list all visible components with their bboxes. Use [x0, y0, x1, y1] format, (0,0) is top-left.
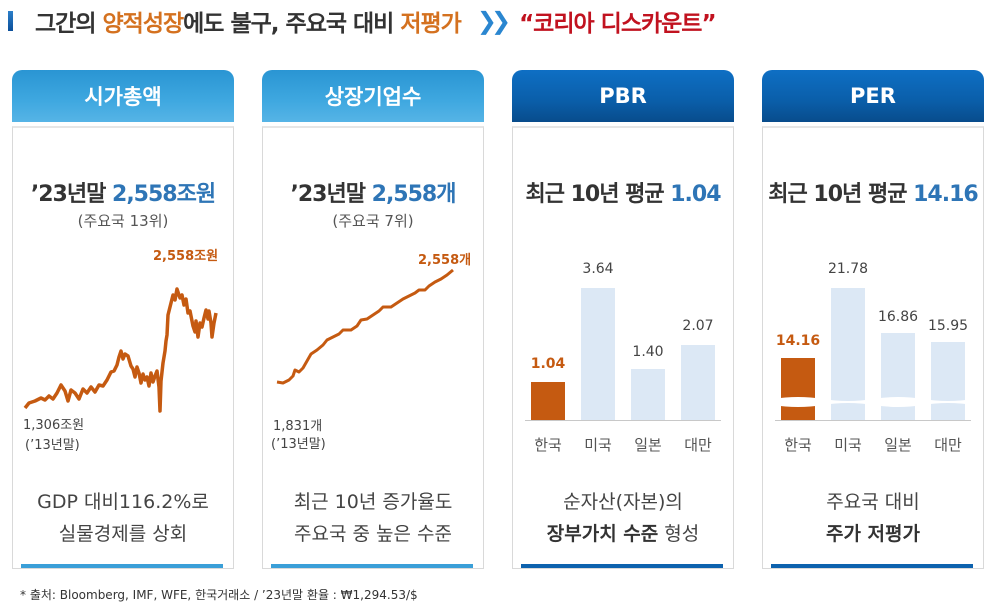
summary-line2: 주가 저평가: [763, 518, 983, 550]
pbr-bar-chart: 1.04 3.64 1.40 2.07 한국 미국 일본 대만: [523, 128, 723, 528]
card-headline: 최근 10년 평균 14.16: [763, 176, 983, 208]
source-footnote: * 출처: Bloomberg, IMF, WFE, 한국거래소 / ’23년말…: [20, 588, 418, 602]
x-axis: [775, 420, 971, 421]
summary-bold: 주가 저평가: [825, 523, 920, 545]
bar-value-taiwan: 2.07: [682, 318, 714, 334]
card-header: PBR: [512, 70, 734, 122]
bar-korea: [781, 358, 815, 420]
bar-korea: [531, 382, 565, 420]
summary-bold: 장부가치 수준: [546, 523, 659, 545]
start-period-label: (’13년말): [25, 438, 80, 453]
summary-line1: 주요국 대비: [826, 491, 920, 513]
card-market-cap: 시가총액 ’23년말 2,558조원 (주요국 13위) 2,558조원 1,3…: [12, 70, 234, 572]
card-bottom-accent: [271, 564, 473, 568]
card-headline: ’23년말 2,558개: [263, 176, 483, 208]
card-summary: 주요국 대비 주가 저평가: [763, 486, 983, 550]
summary-line2: 장부가치 수준 형성: [513, 518, 733, 550]
bar-value-japan: 16.86: [877, 309, 919, 325]
headline-prefix: 최근 10년 평균: [768, 182, 914, 207]
page-title: 그간의 양적성장에도 불구, 주요국 대비 저평가 ❯❯ “코리아 디스카운트”: [8, 4, 717, 38]
summary-line2: 주요국 중 높은 수준: [294, 523, 452, 545]
category-korea: 한국: [784, 436, 812, 454]
market-cap-line-chart: [23, 287, 218, 413]
end-value-label: 2,558조원: [153, 249, 219, 264]
headline-value: 2,558조원: [112, 182, 216, 207]
card-per: PER 최근 10년 평균 14.16 14.16 21.78 16.86 15…: [762, 70, 984, 572]
category-taiwan: 대만: [684, 436, 712, 454]
axis-break-icon: [773, 397, 973, 407]
card-listed-companies: 상장기업수 ’23년말 2,558개 (주요국 7위) 2,558개 1,831…: [262, 70, 484, 572]
card-headline: ’23년말 2,558조원: [13, 176, 233, 208]
start-period-label: (’13년말): [271, 437, 326, 452]
headline-prefix: ’23년말: [290, 182, 372, 207]
category-taiwan: 대만: [934, 436, 962, 454]
end-value-label: 2,558개: [418, 253, 472, 268]
summary-line1: 최근 10년 증가율도: [293, 491, 453, 513]
start-value-label: 1,306조원: [23, 418, 85, 433]
title-part2: 에도 불구, 주요국 대비: [183, 11, 401, 37]
category-japan: 일본: [884, 436, 912, 454]
summary-line1: 순자산(자본)의: [563, 491, 683, 513]
card-bottom-accent: [21, 564, 223, 568]
category-usa: 미국: [584, 436, 612, 454]
card-header: PER: [762, 70, 984, 122]
card-pbr: PBR 최근 10년 평균 1.04 1.04 3.64 1.40 2.07 한…: [512, 70, 734, 572]
card-header: 상장기업수: [262, 70, 484, 122]
bar-taiwan: [931, 342, 965, 420]
card-summary: GDP 대비116.2%로 실물경제를 상회: [13, 486, 233, 550]
card-subline: (주요국 13위): [77, 212, 169, 230]
x-axis: [525, 420, 721, 421]
bar-usa: [831, 288, 865, 420]
bar-value-japan: 1.40: [632, 344, 664, 360]
category-korea: 한국: [534, 436, 562, 454]
card-body: 최근 10년 평균 14.16 14.16 21.78 16.86 15.95 …: [762, 126, 984, 569]
summary-line2: 실물경제를 상회: [58, 523, 188, 545]
listed-companies-line-chart: [276, 268, 454, 385]
headline-prefix: 최근 10년 평균: [525, 182, 671, 207]
card-body: ’23년말 2,558조원 (주요국 13위) 2,558조원 1,306조원 …: [12, 126, 234, 569]
headline-value: 14.16: [913, 182, 979, 207]
summary-line1: GDP 대비116.2%로: [37, 491, 209, 513]
bar-value-korea: 1.04: [530, 356, 566, 372]
korea-discount-quote: “코리아 디스카운트”: [519, 11, 717, 37]
bar-value-usa: 21.78: [827, 261, 869, 277]
double-chevron-right-icon: ❯❯: [476, 7, 511, 35]
title-marker: [8, 11, 13, 31]
card-bottom-accent: [521, 564, 723, 568]
title-highlight-growth: 양적성장: [102, 11, 185, 37]
title-part1: 그간의: [35, 11, 103, 37]
category-usa: 미국: [834, 436, 862, 454]
bar-japan: [631, 369, 665, 420]
headline-value: 1.04: [670, 182, 721, 207]
card-bottom-accent: [771, 564, 973, 568]
headline-prefix: ’23년말: [30, 182, 113, 207]
card-body: ’23년말 2,558개 (주요국 7위) 2,558개 1,831개 (’13…: [262, 126, 484, 569]
card-header: 시가총액: [12, 70, 234, 122]
card-summary: 순자산(자본)의 장부가치 수준 형성: [513, 486, 733, 550]
start-value-label: 1,831개: [273, 419, 323, 434]
per-bar-chart: 14.16 21.78 16.86 15.95 한국 미국 일본 대만: [773, 128, 973, 528]
category-japan: 일본: [634, 436, 662, 454]
card-summary: 최근 10년 증가율도 주요국 중 높은 수준: [263, 486, 483, 550]
bar-value-usa: 3.64: [582, 261, 614, 277]
bar-taiwan: [681, 345, 715, 420]
bar-value-taiwan: 15.95: [927, 318, 969, 334]
title-highlight-undervalued: 저평가: [400, 11, 461, 37]
bar-value-korea: 14.16: [775, 333, 821, 349]
card-subline: (주요국 7위): [332, 212, 414, 230]
headline-value: 2,558개: [371, 182, 457, 207]
card-headline: 최근 10년 평균 1.04: [513, 176, 733, 208]
title-text: 그간의 양적성장에도 불구, 주요국 대비 저평가: [35, 4, 462, 38]
card-body: 최근 10년 평균 1.04 1.04 3.64 1.40 2.07 한국 미국…: [512, 126, 734, 569]
summary-rest: 형성: [658, 523, 700, 545]
bar-usa: [581, 288, 615, 420]
